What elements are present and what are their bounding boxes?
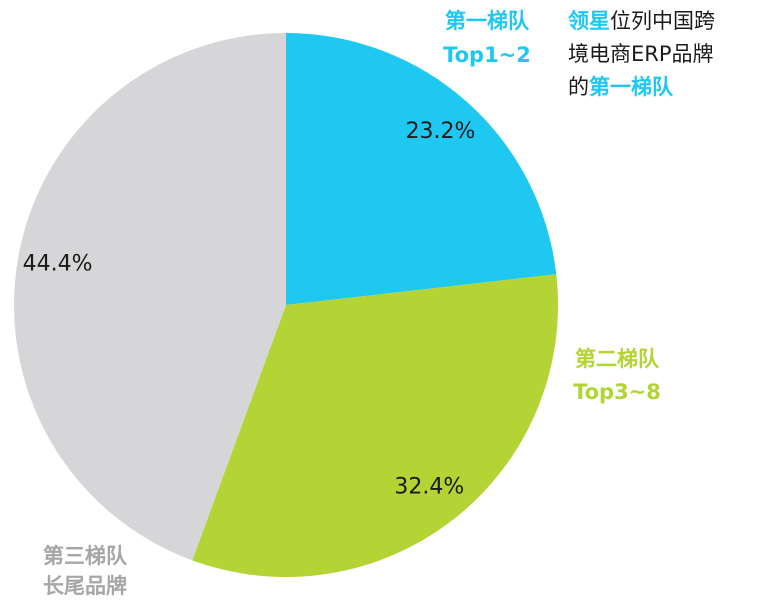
annotation-text: 境电商ERP品牌 xyxy=(568,42,714,66)
annotation-line: 领星位列中国跨 xyxy=(568,9,715,33)
category-sublabel: Top1~2 xyxy=(443,43,531,67)
value-label: 44.4% xyxy=(23,251,93,276)
value-label: 32.4% xyxy=(394,474,464,499)
pie-slice xyxy=(14,33,286,561)
category-sublabel: Top3~8 xyxy=(573,380,661,404)
pie-slice xyxy=(192,274,558,577)
category-sublabel: 长尾品牌 xyxy=(43,574,127,598)
category-label: 第一梯队 xyxy=(445,9,530,33)
pie-slice xyxy=(286,33,557,305)
annotation-text: 位列中国跨 xyxy=(610,9,715,33)
annotation-line: 境电商ERP品牌 xyxy=(568,42,714,66)
value-label: 23.2% xyxy=(406,119,476,144)
annotation-text: 第一梯队 xyxy=(589,75,674,99)
category-label: 第三梯队 xyxy=(43,544,128,568)
annotation-line: 的第一梯队 xyxy=(568,75,674,99)
annotation-text: 的 xyxy=(568,75,589,99)
category-label: 第二梯队 xyxy=(575,347,660,371)
annotation-text: 领星 xyxy=(568,9,610,33)
